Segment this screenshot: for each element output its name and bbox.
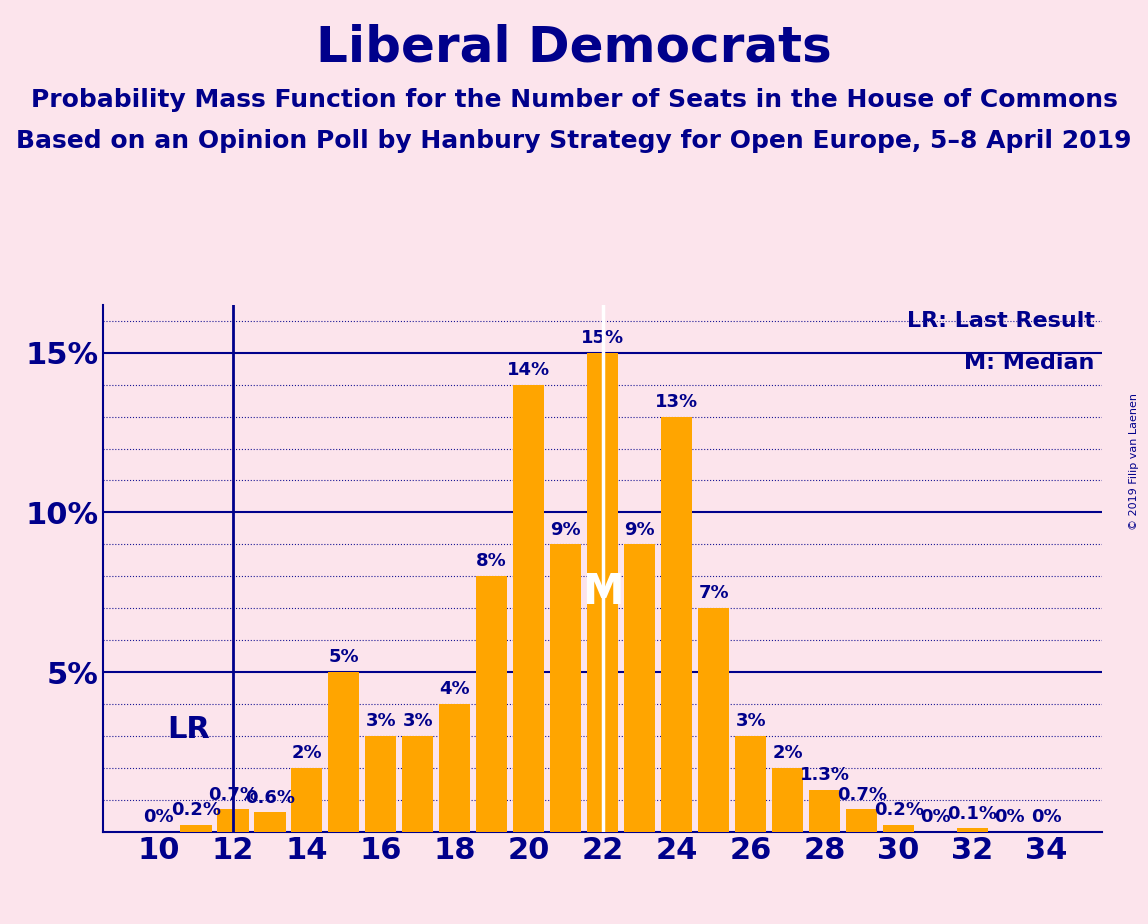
Bar (328, 672, 359, 832)
Text: 3%: 3% (736, 712, 766, 730)
Text: 3%: 3% (403, 712, 433, 730)
Text: 0.7%: 0.7% (837, 785, 886, 804)
Text: 0.2%: 0.2% (874, 801, 924, 820)
Text: Liberal Democrats: Liberal Democrats (316, 23, 832, 71)
Text: LR: LR (168, 715, 210, 744)
Text: 3%: 3% (365, 712, 396, 730)
Bar (550, 544, 581, 832)
Bar (661, 417, 692, 832)
Text: Based on an Opinion Poll by Hanbury Strategy for Open Europe, 5–8 April 2019: Based on an Opinion Poll by Hanbury Stra… (16, 129, 1132, 153)
Bar (476, 577, 507, 832)
Text: 4%: 4% (440, 680, 470, 699)
Text: © 2019 Filip van Laenen: © 2019 Filip van Laenen (1128, 394, 1139, 530)
Bar (587, 353, 619, 832)
Text: 9%: 9% (550, 520, 581, 539)
Bar (846, 809, 877, 832)
Text: Probability Mass Function for the Number of Seats in the House of Commons: Probability Mass Function for the Number… (31, 88, 1117, 112)
Bar (217, 809, 248, 832)
Text: M: M (582, 571, 623, 614)
Bar (625, 544, 656, 832)
Text: 1.3%: 1.3% (800, 766, 850, 784)
Text: 5%: 5% (328, 649, 359, 666)
Text: 0%: 0% (144, 808, 174, 826)
Text: 0.7%: 0.7% (208, 785, 258, 804)
Bar (957, 829, 988, 832)
Bar (771, 768, 804, 832)
Text: 13%: 13% (656, 393, 698, 411)
Text: 8%: 8% (476, 553, 507, 570)
Bar (402, 736, 434, 832)
Text: 0.1%: 0.1% (947, 805, 998, 822)
Text: 0.6%: 0.6% (245, 789, 295, 807)
Bar (292, 768, 323, 832)
Text: 0.2%: 0.2% (171, 801, 220, 820)
Bar (439, 704, 471, 832)
Bar (698, 608, 729, 832)
Text: 0%: 0% (994, 808, 1025, 826)
Text: LR: Last Result: LR: Last Result (907, 311, 1095, 332)
Bar (735, 736, 767, 832)
Text: 0%: 0% (921, 808, 951, 826)
Bar (513, 384, 544, 832)
Bar (365, 736, 396, 832)
Text: 7%: 7% (698, 584, 729, 602)
Text: 0%: 0% (1031, 808, 1062, 826)
Text: 9%: 9% (625, 520, 656, 539)
Bar (180, 825, 211, 832)
Bar (883, 825, 914, 832)
Bar (254, 812, 286, 832)
Text: 2%: 2% (292, 744, 323, 762)
Text: M: Median: M: Median (964, 353, 1095, 372)
Text: 14%: 14% (507, 361, 550, 379)
Bar (809, 790, 840, 832)
Text: 2%: 2% (773, 744, 802, 762)
Text: 15%: 15% (581, 329, 625, 347)
